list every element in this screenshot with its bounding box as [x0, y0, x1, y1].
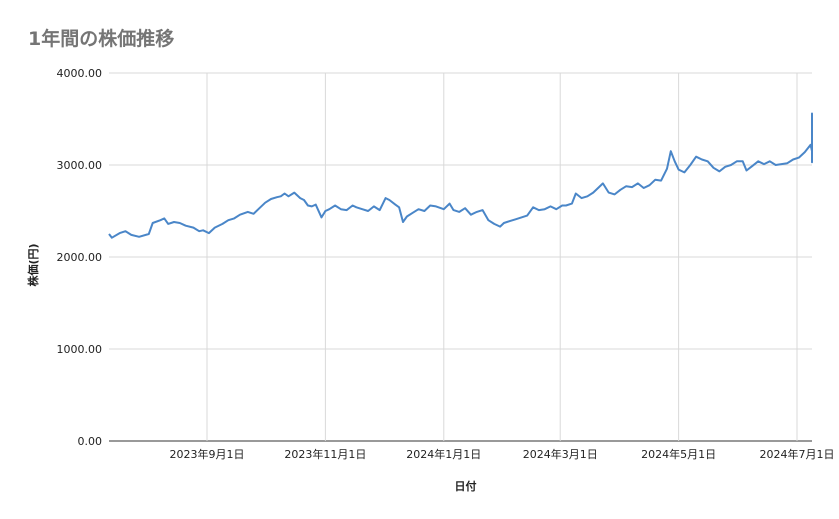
y-axis-title: 株価(円)	[26, 243, 40, 286]
x-tick-label: 2024年5月1日	[641, 447, 716, 461]
y-tick-label: 2000.00	[57, 251, 103, 264]
y-tick-label: 4000.00	[57, 67, 103, 80]
y-tick-label: 3000.00	[57, 159, 103, 172]
x-tick-label: 2024年3月1日	[523, 447, 598, 461]
x-tick-label: 2023年11月1日	[284, 447, 366, 461]
x-tick-label: 2024年7月1日	[760, 447, 835, 461]
x-tick-label: 2023年9月1日	[170, 447, 245, 461]
x-tick-label: 2024年1月1日	[406, 447, 481, 461]
label-layer: 0.00 1000.00 2000.00 3000.00 4000.00 2023年9月1…	[26, 67, 835, 493]
y-tick-label: 1000.00	[57, 343, 103, 356]
y-tick-label: 0.00	[78, 435, 103, 448]
series-line	[108, 112, 813, 239]
chart-title: 1年間の株価推移	[28, 28, 175, 50]
x-axis-title: 日付	[455, 479, 477, 493]
series-layer	[108, 112, 813, 239]
grid-layer	[109, 72, 812, 442]
